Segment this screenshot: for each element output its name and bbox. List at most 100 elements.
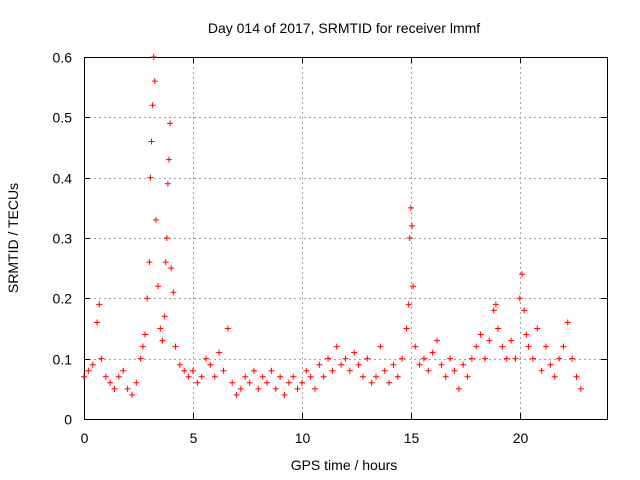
data-point bbox=[150, 54, 157, 60]
data-point bbox=[542, 343, 549, 350]
data-point bbox=[399, 355, 406, 362]
data-point bbox=[495, 325, 502, 332]
data-point bbox=[203, 355, 210, 362]
data-point bbox=[170, 289, 177, 296]
x-tick-label: 5 bbox=[190, 430, 198, 446]
data-point bbox=[406, 235, 413, 241]
data-point bbox=[534, 325, 541, 332]
data-point bbox=[155, 283, 162, 290]
data-point bbox=[189, 367, 196, 374]
data-point bbox=[320, 373, 327, 380]
data-point bbox=[259, 373, 266, 380]
y-axis-label: SRMTID / TECUs bbox=[5, 183, 21, 293]
x-tick-label: 20 bbox=[513, 430, 529, 446]
data-point bbox=[133, 379, 140, 386]
data-point bbox=[381, 367, 388, 374]
data-point bbox=[128, 391, 135, 398]
x-axis-label: GPS time / hours bbox=[291, 457, 398, 473]
data-point bbox=[281, 391, 288, 398]
y-tick-label: 0.1 bbox=[53, 352, 73, 368]
data-point bbox=[285, 379, 292, 386]
grid-lines bbox=[84, 57, 607, 419]
data-point bbox=[164, 180, 171, 187]
data-point bbox=[250, 367, 257, 374]
data-point bbox=[525, 343, 532, 350]
data-point bbox=[107, 379, 114, 386]
data-point bbox=[429, 349, 436, 356]
data-point bbox=[246, 379, 253, 386]
x-tick-label: 10 bbox=[295, 430, 311, 446]
data-point bbox=[529, 355, 536, 362]
data-point bbox=[403, 325, 410, 332]
data-point bbox=[359, 373, 366, 380]
data-point bbox=[85, 367, 92, 374]
data-point bbox=[368, 379, 375, 386]
y-tick-label: 0.2 bbox=[53, 291, 73, 307]
chart-title: Day 014 of 2017, SRMTID for receiver lmm… bbox=[208, 20, 480, 36]
data-point bbox=[333, 343, 340, 350]
data-point bbox=[102, 373, 109, 380]
data-point bbox=[355, 361, 362, 368]
data-point bbox=[521, 307, 528, 314]
x-tick-label: 15 bbox=[404, 430, 420, 446]
data-point bbox=[111, 385, 118, 392]
data-point bbox=[523, 331, 530, 338]
data-point bbox=[386, 379, 393, 386]
data-point bbox=[408, 222, 415, 229]
data-point bbox=[492, 301, 499, 308]
data-point bbox=[351, 349, 358, 356]
data-point bbox=[464, 373, 471, 380]
data-point bbox=[377, 343, 384, 350]
data-point bbox=[405, 301, 412, 308]
data-point bbox=[373, 373, 380, 380]
data-point bbox=[181, 367, 188, 374]
data-point bbox=[412, 343, 419, 350]
data-point bbox=[573, 373, 580, 380]
axis-ticks: 0 0.1 0.2 0.3 0.4 0.5 0.6 0 5 10 15 20 bbox=[53, 50, 607, 446]
data-point bbox=[146, 259, 153, 266]
data-point bbox=[194, 379, 201, 386]
data-point bbox=[255, 385, 262, 392]
data-point bbox=[147, 174, 154, 181]
data-point bbox=[220, 367, 227, 374]
data-point bbox=[176, 361, 183, 368]
data-point bbox=[207, 361, 214, 368]
data-points bbox=[81, 54, 584, 398]
data-point bbox=[185, 373, 192, 380]
data-point bbox=[311, 385, 318, 392]
data-point bbox=[434, 337, 441, 344]
data-point bbox=[163, 235, 170, 241]
y-tick-label: 0 bbox=[64, 412, 72, 428]
data-point bbox=[198, 373, 205, 380]
data-point bbox=[298, 379, 305, 386]
data-point bbox=[224, 325, 231, 332]
data-point bbox=[157, 325, 164, 332]
data-point bbox=[503, 355, 510, 362]
data-point bbox=[211, 373, 218, 380]
data-point bbox=[516, 295, 523, 302]
data-point bbox=[89, 361, 96, 368]
data-point bbox=[564, 319, 571, 326]
data-point bbox=[303, 367, 310, 374]
data-point bbox=[425, 367, 432, 374]
data-point bbox=[499, 343, 506, 350]
data-point bbox=[148, 138, 155, 145]
data-point bbox=[316, 361, 323, 368]
data-point bbox=[538, 367, 545, 374]
data-point bbox=[272, 385, 279, 392]
y-tick-label: 0.6 bbox=[53, 50, 73, 66]
data-point bbox=[447, 355, 454, 362]
data-point bbox=[420, 355, 427, 362]
data-point bbox=[481, 355, 488, 362]
data-point bbox=[512, 355, 519, 362]
data-point bbox=[268, 367, 275, 374]
data-point bbox=[165, 156, 172, 163]
data-point bbox=[167, 120, 174, 127]
data-point bbox=[473, 343, 480, 350]
data-point bbox=[115, 373, 122, 380]
data-point bbox=[120, 367, 127, 374]
data-point bbox=[486, 337, 493, 344]
data-point bbox=[98, 355, 105, 362]
data-point bbox=[468, 355, 475, 362]
data-point bbox=[139, 343, 146, 350]
